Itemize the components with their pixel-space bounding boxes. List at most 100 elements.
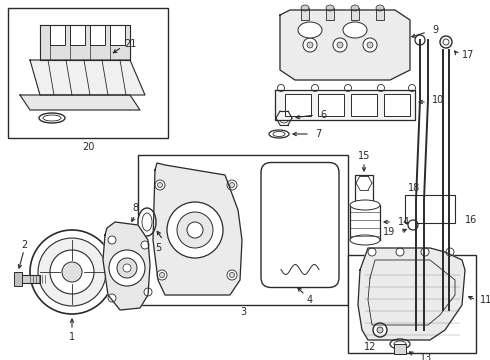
Ellipse shape: [142, 213, 152, 231]
Bar: [14, 272, 22, 286]
Ellipse shape: [301, 5, 309, 11]
Bar: [110, 25, 125, 45]
Bar: [318, 94, 344, 116]
Text: 2: 2: [21, 240, 27, 250]
Circle shape: [229, 273, 235, 278]
Ellipse shape: [273, 131, 285, 136]
Text: 4: 4: [307, 295, 313, 305]
Bar: [20, 275, 40, 283]
Circle shape: [108, 236, 116, 244]
Polygon shape: [275, 90, 415, 120]
Bar: [351, 8, 359, 20]
Polygon shape: [30, 60, 145, 95]
Polygon shape: [153, 163, 242, 295]
Circle shape: [415, 35, 425, 45]
Text: 14: 14: [398, 217, 410, 227]
Bar: [351, 94, 377, 116]
Text: 11: 11: [480, 295, 490, 305]
Text: 18: 18: [408, 183, 420, 193]
Bar: [285, 94, 311, 116]
Circle shape: [117, 258, 137, 278]
Circle shape: [443, 39, 449, 45]
Ellipse shape: [343, 22, 367, 38]
Circle shape: [144, 288, 152, 296]
Ellipse shape: [326, 5, 334, 11]
Text: 8: 8: [132, 203, 138, 213]
Text: 16: 16: [465, 215, 477, 225]
Bar: [301, 8, 309, 20]
Text: 5: 5: [155, 243, 161, 253]
Circle shape: [312, 85, 318, 91]
Text: 10: 10: [432, 95, 444, 105]
Text: 19: 19: [383, 227, 395, 237]
Circle shape: [157, 183, 163, 188]
Bar: [8, 8, 168, 138]
Polygon shape: [103, 222, 150, 310]
Circle shape: [377, 327, 383, 333]
Ellipse shape: [138, 208, 156, 236]
Circle shape: [377, 85, 385, 91]
Circle shape: [109, 250, 145, 286]
Text: 1: 1: [69, 332, 75, 342]
Circle shape: [62, 262, 82, 282]
Circle shape: [141, 241, 149, 249]
Circle shape: [157, 270, 167, 280]
Text: 7: 7: [315, 129, 321, 139]
Circle shape: [333, 38, 347, 52]
Circle shape: [279, 113, 289, 123]
Circle shape: [373, 323, 387, 337]
Bar: [376, 8, 384, 20]
Text: 12: 12: [364, 342, 376, 352]
Circle shape: [307, 42, 313, 48]
Bar: [355, 175, 373, 203]
Circle shape: [446, 248, 454, 256]
Bar: [326, 8, 334, 20]
Ellipse shape: [394, 341, 406, 347]
Bar: [350, 205, 380, 240]
Text: 21: 21: [124, 39, 136, 49]
Circle shape: [396, 248, 404, 256]
Circle shape: [363, 38, 377, 52]
Ellipse shape: [350, 235, 380, 245]
Bar: [90, 25, 105, 45]
Circle shape: [409, 85, 416, 91]
Ellipse shape: [350, 200, 380, 210]
Circle shape: [277, 85, 285, 91]
Bar: [50, 25, 65, 45]
Ellipse shape: [43, 115, 61, 121]
Circle shape: [227, 270, 237, 280]
Ellipse shape: [39, 113, 65, 123]
Polygon shape: [280, 10, 410, 80]
Circle shape: [408, 220, 418, 230]
Circle shape: [38, 238, 106, 306]
Ellipse shape: [351, 5, 359, 11]
Circle shape: [167, 202, 223, 258]
Circle shape: [155, 180, 165, 190]
Ellipse shape: [376, 5, 384, 11]
Circle shape: [108, 294, 116, 302]
Circle shape: [229, 183, 235, 188]
Bar: [384, 94, 410, 116]
Bar: [70, 25, 85, 45]
Bar: [405, 195, 455, 223]
Ellipse shape: [269, 130, 289, 138]
Polygon shape: [20, 95, 140, 110]
Circle shape: [50, 250, 94, 294]
Circle shape: [367, 42, 373, 48]
Circle shape: [227, 180, 237, 190]
Text: 9: 9: [432, 25, 438, 35]
Bar: [394, 344, 406, 354]
Circle shape: [177, 212, 213, 248]
Circle shape: [421, 248, 429, 256]
Circle shape: [344, 85, 351, 91]
Circle shape: [30, 230, 114, 314]
FancyBboxPatch shape: [261, 162, 339, 288]
Text: 15: 15: [358, 151, 370, 161]
Ellipse shape: [390, 339, 410, 349]
Ellipse shape: [298, 22, 322, 38]
Bar: [138, 155, 348, 305]
Circle shape: [187, 222, 203, 238]
Polygon shape: [40, 25, 130, 60]
Text: 13: 13: [420, 353, 432, 360]
Text: 3: 3: [240, 307, 246, 317]
